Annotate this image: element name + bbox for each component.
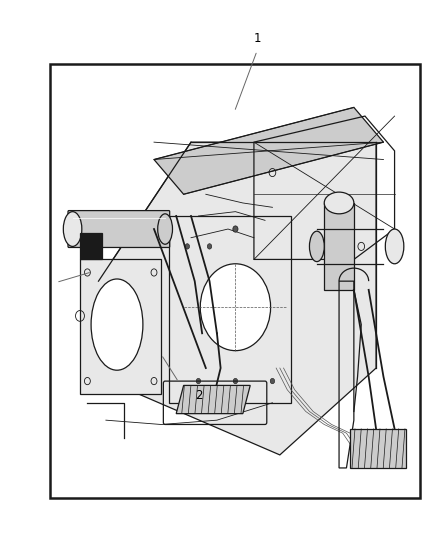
Ellipse shape [64, 212, 82, 246]
Ellipse shape [324, 192, 354, 214]
Text: 1: 1 [253, 33, 261, 45]
Circle shape [207, 244, 212, 249]
Ellipse shape [385, 229, 404, 264]
Polygon shape [80, 260, 161, 394]
FancyBboxPatch shape [68, 211, 170, 247]
Polygon shape [169, 216, 291, 403]
Circle shape [185, 244, 190, 249]
Ellipse shape [200, 264, 271, 351]
Polygon shape [350, 429, 406, 468]
Bar [80, 233, 102, 260]
Polygon shape [154, 108, 384, 195]
Ellipse shape [309, 231, 324, 262]
Bar [50, 64, 420, 498]
Ellipse shape [158, 214, 173, 244]
Ellipse shape [91, 279, 143, 370]
Circle shape [233, 226, 238, 232]
Polygon shape [176, 385, 250, 414]
Bar [324, 203, 354, 290]
Text: 2: 2 [195, 389, 203, 402]
Circle shape [233, 378, 238, 384]
Circle shape [196, 378, 201, 384]
Polygon shape [99, 142, 376, 455]
Circle shape [270, 378, 275, 384]
